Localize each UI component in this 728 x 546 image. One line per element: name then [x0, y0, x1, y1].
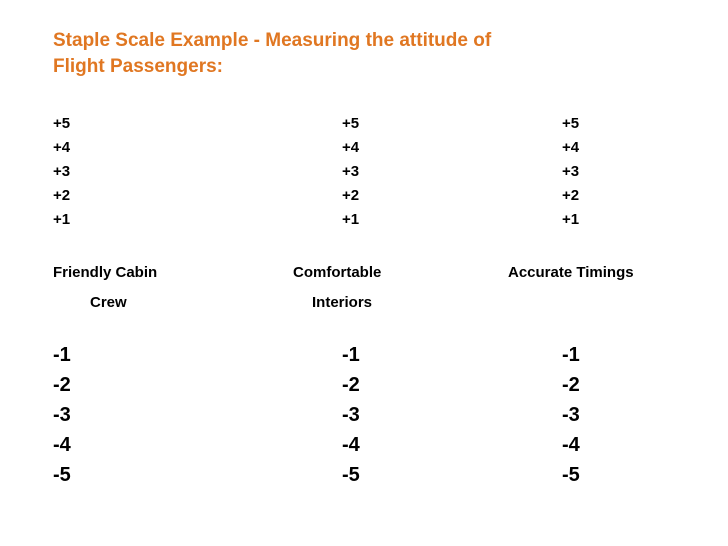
scale-value: -2 — [53, 374, 71, 396]
scale-value: -4 — [342, 434, 360, 456]
attribute-line-2: Interiors — [312, 294, 373, 311]
scale-value: -5 — [53, 464, 71, 486]
scale-value: +1 — [562, 211, 580, 228]
scale-value: -2 — [342, 374, 360, 396]
scale-value: +3 — [53, 163, 71, 180]
scale-value: -5 — [562, 464, 580, 486]
positive-values: +5 +4 +3 +2 +1 — [342, 112, 359, 232]
scale-value: +4 — [342, 139, 360, 156]
negative-values: -1 -2 -3 -4 -5 — [562, 340, 580, 490]
scale-value: -3 — [53, 404, 71, 426]
scale-value: +1 — [53, 211, 71, 228]
positive-values: +5 +4 +3 +2 +1 — [53, 112, 70, 232]
scale-value: +5 — [342, 115, 360, 132]
scale-value: +5 — [53, 115, 71, 132]
attribute-label: Friendly Cabin Crew — [53, 258, 157, 318]
scale-value: +4 — [53, 139, 71, 156]
scale-value: -1 — [53, 344, 71, 366]
attribute-label: Comfortable Interiors — [293, 258, 381, 318]
scale-value: +3 — [562, 163, 580, 180]
attribute-line-2: Crew — [90, 294, 127, 311]
attribute-line-1: Friendly Cabin — [53, 264, 158, 281]
scale-value: +2 — [562, 187, 580, 204]
scale-value: -3 — [562, 404, 580, 426]
scale-value: +2 — [342, 187, 360, 204]
slide-title: Staple Scale Example - Measuring the att… — [53, 28, 693, 80]
negative-values: -1 -2 -3 -4 -5 — [53, 340, 71, 490]
positive-values: +5 +4 +3 +2 +1 — [562, 112, 579, 232]
title-line-1: Staple Scale Example - Measuring the att… — [53, 30, 492, 51]
title-line-2: Flight Passengers: — [53, 56, 223, 77]
negative-values: -1 -2 -3 -4 -5 — [342, 340, 360, 490]
scale-value: -2 — [562, 374, 580, 396]
scale-value: -1 — [562, 344, 580, 366]
scale-value: -3 — [342, 404, 360, 426]
attribute-line-1: Accurate Timings — [508, 264, 634, 281]
scale-value: -4 — [562, 434, 580, 456]
scale-value: +5 — [562, 115, 580, 132]
scale-value: -5 — [342, 464, 360, 486]
scale-value: +2 — [53, 187, 71, 204]
scale-value: +3 — [342, 163, 360, 180]
attribute-label: Accurate Timings — [508, 258, 634, 288]
scale-value: -1 — [342, 344, 360, 366]
scale-value: +1 — [342, 211, 360, 228]
attribute-line-1: Comfortable — [293, 264, 382, 281]
scale-value: +4 — [562, 139, 580, 156]
scale-value: -4 — [53, 434, 71, 456]
